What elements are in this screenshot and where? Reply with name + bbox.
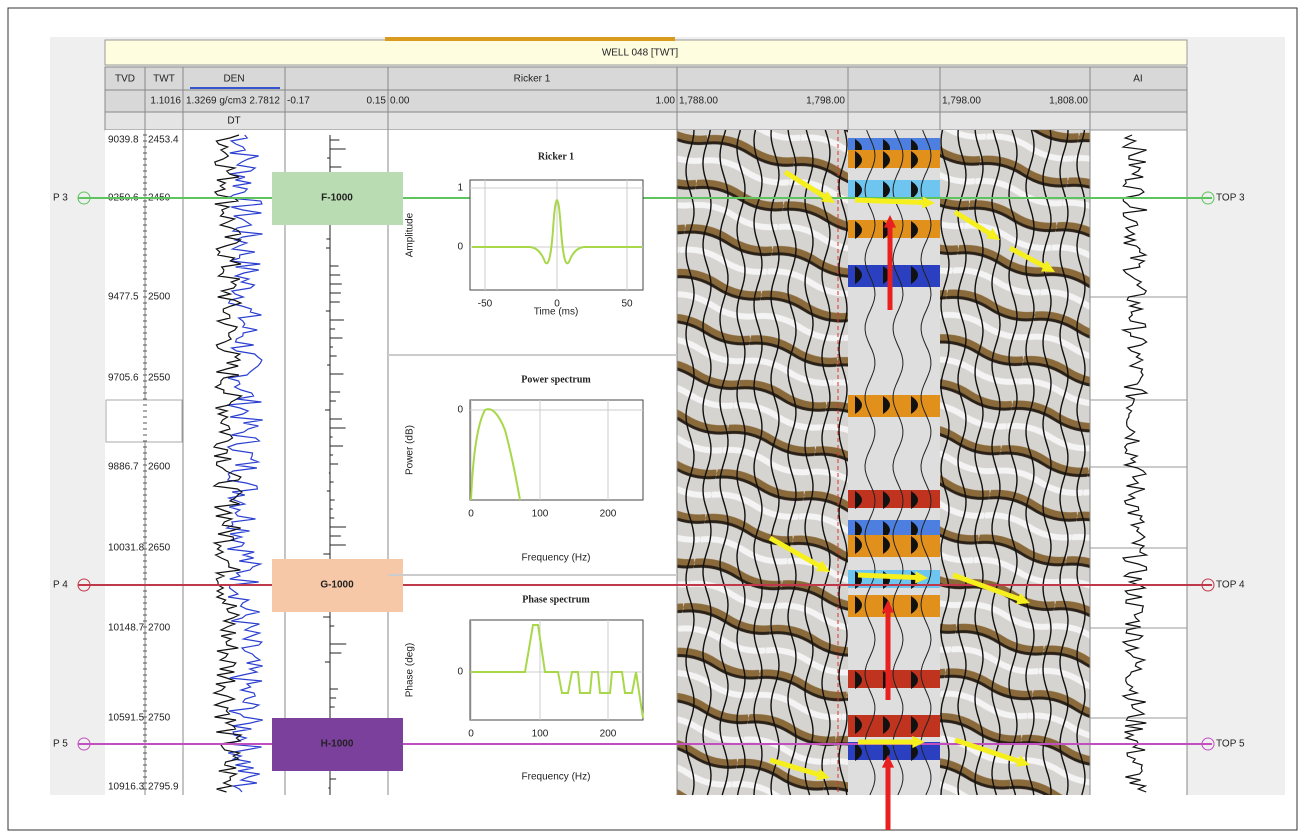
y-tick-label: 0: [457, 667, 463, 678]
column-value: -0.17: [287, 96, 310, 107]
column-value: 0.15: [367, 96, 387, 107]
header-cell: [677, 67, 848, 90]
header-cell: [105, 112, 145, 130]
column-value: 1.1016: [150, 96, 181, 107]
zone-label: G-1000: [320, 580, 354, 591]
panel-title: Power spectrum: [521, 374, 591, 385]
column-sub: DT: [227, 116, 240, 127]
x-tick-label: 0: [468, 729, 474, 740]
panel-title: Ricker 1: [538, 151, 574, 162]
header-cell: [1090, 112, 1187, 130]
header-cell: [848, 112, 940, 130]
marker-left: P 5: [53, 739, 68, 750]
column-name: AI: [1133, 74, 1142, 85]
header-cell: [285, 67, 388, 90]
header-cell: [940, 112, 1090, 130]
column-value: 0.00: [390, 96, 410, 107]
well-title: WELL 048 [TWT]: [602, 48, 679, 59]
header-cell: [677, 112, 848, 130]
marker-right: TOP 3: [1216, 193, 1245, 204]
column-name: TWT: [153, 74, 175, 85]
header-cell: [848, 67, 940, 90]
y-tick-label: 0: [457, 405, 463, 416]
column-name: DEN: [223, 74, 244, 85]
x-tick-label: 50: [621, 299, 633, 310]
x-tick-label: 100: [532, 509, 549, 520]
panel-title: Phase spectrum: [522, 594, 590, 605]
tvd-label: 10591.5: [108, 713, 145, 724]
marker-right: TOP 5: [1216, 739, 1245, 750]
arrow-shaft: [858, 575, 920, 578]
column-name: TVD: [115, 74, 135, 85]
x-tick-label: 0: [468, 509, 474, 520]
x-label: Frequency (Hz): [522, 772, 591, 783]
twt-label: 2453.4: [148, 135, 179, 146]
twt-label: 2700: [148, 623, 171, 634]
y-tick-label: 0: [457, 242, 463, 253]
twt-label: 2750: [148, 713, 171, 724]
x-tick-label: 100: [532, 729, 549, 740]
zone-label: F-1000: [321, 193, 353, 204]
header-cell: [145, 112, 183, 130]
zone-label: H-1000: [321, 739, 354, 750]
header-cell: [388, 112, 677, 130]
screenshot: WELL 048 [TWT] TVD TWT DEN Ricker 1 AI 1.1016…: [0, 0, 1305, 838]
column-value: 1,788.00: [679, 96, 718, 107]
x-tick-label: 200: [600, 509, 617, 520]
twt-label: 2600: [148, 462, 171, 473]
tvd-label: 10148.7: [108, 623, 145, 634]
column-value: 1.00: [656, 96, 676, 107]
header-cell: [388, 90, 677, 112]
header-cell: [848, 90, 940, 112]
twt-label: 2795.9: [148, 782, 179, 793]
column-value: 1,808.00: [1049, 96, 1088, 107]
tvd-label: 9886.7: [108, 462, 139, 473]
marker-left: P 3: [53, 193, 68, 204]
title-accent: [385, 37, 675, 41]
header-cell: [105, 90, 145, 112]
column-value: 1,798.00: [806, 96, 845, 107]
y-tick-label: 1: [457, 183, 463, 194]
header-cell: [285, 112, 388, 130]
plot-box: [470, 620, 643, 720]
marker-left: P 4: [53, 580, 68, 591]
y-label: Amplitude: [405, 212, 416, 257]
column-value: 1,798.00: [942, 96, 981, 107]
tvd-label: 9477.5: [108, 292, 139, 303]
gap: [106, 400, 182, 442]
tvd-label: 9705.6: [108, 373, 139, 384]
y-label: Power (dB): [405, 425, 416, 475]
twt-label: 2650: [148, 543, 171, 554]
x-tick-label: 200: [600, 729, 617, 740]
column-header: TVD TWT DEN Ricker 1 AI 1.1016 1.3269 g/cm3 2.…: [105, 67, 1187, 130]
marker-right: TOP 4: [1216, 580, 1245, 591]
column-name: Ricker 1: [514, 74, 551, 85]
tvd-label: 9039.8: [108, 135, 139, 146]
y-label: Phase (deg): [405, 643, 416, 697]
x-label: Time (ms): [534, 307, 579, 318]
header-cell: [1090, 90, 1187, 112]
arrow-shaft: [855, 200, 927, 203]
tvd-label: 10916.3: [108, 782, 145, 793]
x-tick-label: -50: [478, 299, 493, 310]
twt-label: 2550: [148, 373, 171, 384]
header-cell: [940, 67, 1090, 90]
column-value: 1.3269 g/cm3 2.7812: [186, 96, 280, 107]
twt-label: 2500: [148, 292, 171, 303]
x-label: Frequency (Hz): [522, 553, 591, 564]
tvd-label: 10031.8: [108, 543, 145, 554]
